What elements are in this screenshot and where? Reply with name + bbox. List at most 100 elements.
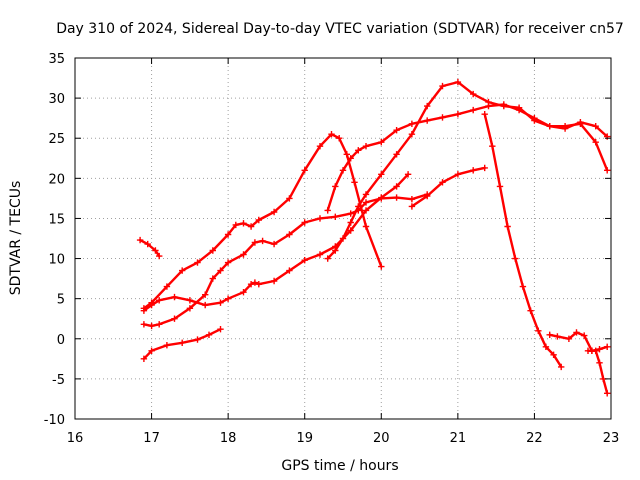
- data-point-marker: [604, 167, 611, 174]
- data-point-marker: [454, 111, 462, 118]
- data-point-marker: [558, 363, 565, 371]
- data-point-marker: [393, 194, 400, 201]
- data-point-marker: [424, 102, 431, 110]
- data-point-marker: [332, 183, 339, 190]
- data-point-marker: [156, 321, 163, 328]
- data-point-marker: [604, 133, 611, 140]
- data-point-marker: [136, 236, 144, 244]
- chart-title: Day 310 of 2024, Sidereal Day-to-day VTE…: [56, 21, 624, 37]
- series-track-g: [324, 78, 611, 262]
- data-point-marker: [179, 339, 186, 346]
- x-tick-label: 21: [450, 431, 467, 446]
- data-point-marker: [205, 331, 213, 338]
- data-point-marker: [156, 252, 163, 260]
- x-axis-label: GPS time / hours: [281, 458, 398, 474]
- data-point-marker: [140, 321, 148, 328]
- data-point-marker: [247, 223, 255, 230]
- data-point-marker: [301, 257, 308, 264]
- series-line: [410, 166, 486, 208]
- data-point-marker: [259, 237, 266, 245]
- data-point-marker: [546, 331, 553, 338]
- data-point-marker: [316, 215, 324, 222]
- data-point-marker: [140, 355, 148, 362]
- series-track-b: [140, 191, 431, 330]
- data-point-marker: [573, 329, 580, 336]
- data-point-marker: [378, 171, 385, 178]
- data-point-marker: [512, 255, 519, 262]
- data-point-marker: [481, 164, 488, 172]
- data-point-marker: [240, 251, 247, 258]
- data-point-marker: [186, 305, 194, 312]
- data-point-marker: [408, 120, 416, 127]
- series-line: [142, 193, 429, 328]
- data-point-marker: [217, 267, 224, 274]
- data-point-marker: [393, 183, 400, 190]
- x-tick-label: 19: [296, 431, 313, 446]
- data-point-marker: [454, 171, 462, 178]
- y-tick-label: 15: [48, 212, 65, 227]
- data-point-marker: [194, 259, 201, 266]
- data-point-marker: [240, 220, 247, 227]
- data-point-marker: [592, 123, 599, 130]
- data-point-marker: [247, 281, 255, 288]
- data-point-marker: [148, 347, 155, 354]
- data-point-marker: [408, 196, 416, 203]
- series-track-l: [588, 343, 611, 354]
- data-point-marker: [339, 235, 347, 242]
- y-tick-label: 10: [48, 253, 65, 268]
- axis-ticks: 16 17 18 19 20 21 22 23 -10 -5 0 5 10 15 20 25 30 35: [44, 52, 620, 446]
- data-point-marker: [378, 139, 385, 146]
- y-tick-label: 5: [57, 293, 65, 308]
- series-track-f: [324, 101, 611, 214]
- data-point-marker: [424, 192, 431, 200]
- data-point-marker: [470, 90, 477, 98]
- data-point-marker: [439, 82, 446, 90]
- data-point-marker: [240, 289, 247, 296]
- data-point-marker: [339, 167, 347, 174]
- series-track-d: [140, 326, 224, 362]
- data-point-marker: [454, 78, 462, 86]
- y-axis-label: SDTVAR / TECUs: [8, 181, 24, 296]
- data-point-marker: [224, 231, 232, 238]
- data-point-marker: [351, 179, 358, 186]
- data-point-marker: [224, 295, 232, 302]
- data-point-marker: [519, 283, 527, 290]
- data-point-marker: [362, 143, 370, 150]
- data-point-marker: [202, 291, 209, 298]
- series-track-h: [408, 164, 488, 210]
- x-tick-label: 17: [143, 431, 160, 446]
- data-point-marker: [202, 301, 209, 309]
- data-point-marker: [332, 213, 339, 220]
- series-track-i: [481, 111, 565, 371]
- data-point-marker: [347, 219, 354, 226]
- data-point-marker: [439, 179, 446, 186]
- data-point-marker: [144, 240, 151, 248]
- data-point-marker: [270, 240, 278, 248]
- data-point-marker: [485, 98, 492, 106]
- series-track-k: [584, 347, 611, 397]
- y-tick-label: 30: [48, 92, 65, 107]
- data-point-marker: [515, 104, 523, 111]
- series-track-e: [136, 236, 163, 260]
- series-line: [586, 349, 609, 395]
- data-point-marker: [408, 131, 416, 138]
- data-point-marker: [577, 120, 584, 127]
- data-point-marker: [255, 216, 262, 224]
- data-point-marker: [270, 277, 278, 285]
- data-point-marker: [156, 297, 163, 304]
- data-point-marker: [546, 123, 553, 130]
- series-line: [483, 112, 563, 369]
- data-point-marker: [527, 307, 534, 314]
- data-point-marker: [328, 131, 335, 138]
- y-tick-label: -5: [52, 373, 65, 388]
- data-point-marker: [378, 263, 385, 270]
- y-tick-label: 20: [48, 172, 65, 187]
- data-point-marker: [596, 359, 603, 366]
- data-point-marker: [496, 183, 504, 190]
- data-point-marker: [343, 151, 350, 158]
- data-point-marker: [470, 106, 477, 114]
- data-point-marker: [408, 203, 416, 210]
- data-point-marker: [355, 203, 362, 210]
- series-line: [326, 80, 609, 260]
- data-point-marker: [355, 147, 362, 154]
